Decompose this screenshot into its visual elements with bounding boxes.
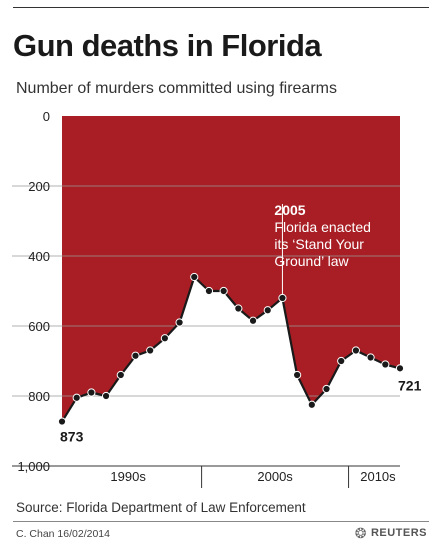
y-tick-label: 600 xyxy=(28,319,50,334)
data-point xyxy=(101,391,111,401)
annotation-text: Ground’ law xyxy=(274,253,349,269)
data-point xyxy=(366,353,375,362)
data-point xyxy=(337,356,346,366)
data-point xyxy=(322,384,331,394)
reuters-logo-icon: ❂ xyxy=(354,525,367,541)
data-point xyxy=(190,272,199,282)
data-point xyxy=(175,318,184,327)
data-point xyxy=(278,293,287,303)
data-point xyxy=(87,388,96,397)
data-point xyxy=(263,306,272,315)
data-point xyxy=(381,360,390,369)
x-group-label: 2000s xyxy=(257,469,293,484)
data-point xyxy=(248,316,258,325)
data-point xyxy=(307,400,316,409)
x-group-label: 1990s xyxy=(110,469,146,484)
data-point xyxy=(219,286,228,296)
data-label: 721 xyxy=(398,377,422,393)
data-point xyxy=(131,351,140,360)
source-note: Source: Florida Department of Law Enforc… xyxy=(16,500,306,515)
annotation-text: Florida enacted xyxy=(274,219,371,235)
annotation-text: its ‘Stand Your xyxy=(274,236,364,252)
data-point xyxy=(351,346,361,355)
data-point xyxy=(116,370,125,380)
annotation-year: 2005 xyxy=(274,202,305,218)
bottom-rule xyxy=(13,521,429,522)
data-point xyxy=(395,364,405,373)
data-point xyxy=(146,346,155,355)
data-point xyxy=(204,286,214,296)
reuters-logo: ❂ REUTERS xyxy=(355,526,427,540)
data-label: 873 xyxy=(60,429,84,445)
reuters-logo-text: REUTERS xyxy=(370,527,427,539)
y-tick-label: 0 xyxy=(43,109,50,124)
chart-title: Gun deaths in Florida xyxy=(13,28,322,63)
y-tick-label: 1,000 xyxy=(17,459,50,474)
credit-line: C. Chan 16/02/2014 xyxy=(16,528,110,540)
y-tick-label: 400 xyxy=(28,249,50,264)
top-rule xyxy=(13,7,429,8)
data-point xyxy=(57,417,67,426)
data-point xyxy=(72,393,81,402)
x-group-label: 2010s xyxy=(360,469,396,484)
chart-subtitle: Number of murders committed using firear… xyxy=(16,80,337,97)
area-fill xyxy=(62,116,400,422)
data-point xyxy=(160,334,169,343)
data-point xyxy=(293,370,302,380)
data-point xyxy=(234,304,243,313)
y-tick-label: 800 xyxy=(28,389,50,404)
y-tick-label: 200 xyxy=(28,179,50,194)
